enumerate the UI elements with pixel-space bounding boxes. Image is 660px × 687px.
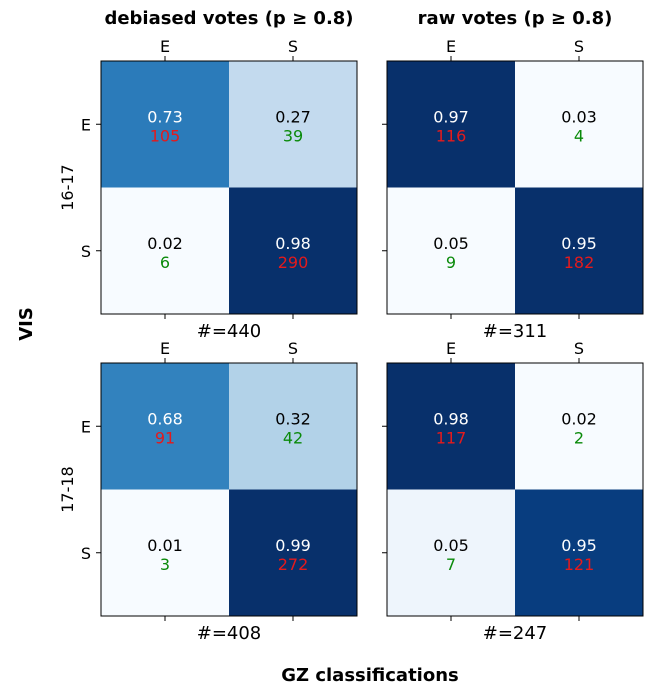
panel-1-cell-r1c2	[229, 61, 357, 188]
panel-3-total-label: #=408	[197, 623, 262, 644]
panel-3-ytick-label: E	[81, 417, 91, 436]
figure-xlabel: GZ classifications	[281, 665, 459, 686]
panel-3-cell-r2c1	[101, 489, 229, 616]
panel-2-count-label: 182	[564, 253, 595, 272]
panel-1-ytick-label: S	[81, 242, 91, 261]
panel-4-fraction-label: 0.02	[561, 409, 597, 428]
panel-2-cell-r2c2	[515, 187, 643, 314]
panel-1-fraction-label: 0.27	[275, 107, 311, 126]
panel-3-xtick-label: E	[160, 339, 170, 358]
panel-1-fraction-label: 0.98	[275, 234, 311, 253]
panel-2-count-label: 116	[436, 126, 467, 145]
panel-3-fraction-label: 0.99	[275, 536, 311, 555]
panel-3-cell-r1c2	[229, 363, 357, 490]
panel-1-title: debiased votes (p ≥ 0.8)	[104, 8, 353, 29]
panel-4-xtick-label: S	[574, 339, 584, 358]
panel-4-count-label: 2	[574, 428, 584, 447]
panel-3-count-label: 91	[155, 428, 175, 447]
panel-1-count-label: 6	[160, 253, 170, 272]
panel-1-count-label: 105	[150, 126, 181, 145]
panel-1-frame	[100, 60, 358, 315]
panel-4-fraction-label: 0.98	[433, 409, 469, 428]
figure-ylabel: VIS	[16, 307, 37, 341]
panel-3-row-label: 17-18	[58, 466, 77, 513]
panel-3-count-label: 42	[283, 428, 303, 447]
panel-2-fraction-label: 0.03	[561, 107, 597, 126]
panel-3-frame	[100, 362, 358, 617]
panel-4-xtick-label: E	[446, 339, 456, 358]
panel-2-fraction-label: 0.97	[433, 107, 469, 126]
panel-2-total-label: #=311	[483, 321, 548, 342]
panel-3-count-label: 3	[160, 555, 170, 574]
panel-4-cell-r1c2	[515, 363, 643, 490]
panel-4-cell-r2c1	[387, 489, 515, 616]
panel-1-fraction-label: 0.73	[147, 107, 183, 126]
panel-2-cell-r1c1	[387, 61, 515, 188]
panel-1-count-label: 39	[283, 126, 303, 145]
panel-4-fraction-label: 0.95	[561, 536, 597, 555]
panel-3-cell-r1c1	[101, 363, 229, 490]
panel-4-total-label: #=247	[483, 623, 548, 644]
panel-4-count-label: 7	[446, 555, 456, 574]
panel-3-fraction-label: 0.01	[147, 536, 183, 555]
panel-2-fraction-label: 0.05	[433, 234, 469, 253]
panel-2-xtick-label: S	[574, 37, 584, 56]
panel-1-total-label: #=440	[197, 321, 262, 342]
panel-4-frame	[386, 362, 644, 617]
panel-3-fraction-label: 0.32	[275, 409, 311, 428]
panel-4-count-label: 117	[436, 428, 467, 447]
panel-3-cell-r2c2	[229, 489, 357, 616]
panel-1-cell-r2c2	[229, 187, 357, 314]
panel-1-xtick-label: S	[288, 37, 298, 56]
panel-2-count-label: 4	[574, 126, 584, 145]
panel-2-cell-r2c1	[387, 187, 515, 314]
panel-3-xtick-label: S	[288, 339, 298, 358]
panel-2-count-label: 9	[446, 253, 456, 272]
panel-1-row-label: 16-17	[58, 164, 77, 211]
panel-1-ytick-label: E	[81, 115, 91, 134]
panel-2-cell-r1c2	[515, 61, 643, 188]
panel-2-frame	[386, 60, 644, 315]
panel-3-fraction-label: 0.68	[147, 409, 183, 428]
panel-3-ytick-label: S	[81, 544, 91, 563]
panel-1-count-label: 290	[278, 253, 309, 272]
panel-1-fraction-label: 0.02	[147, 234, 183, 253]
panel-2-xtick-label: E	[446, 37, 456, 56]
panel-2-title: raw votes (p ≥ 0.8)	[418, 8, 613, 29]
panel-4-cell-r1c1	[387, 363, 515, 490]
panel-1-cell-r2c1	[101, 187, 229, 314]
panel-3-count-label: 272	[278, 555, 309, 574]
panel-1-xtick-label: E	[160, 37, 170, 56]
panel-2-fraction-label: 0.95	[561, 234, 597, 253]
panel-4-count-label: 121	[564, 555, 595, 574]
panel-4-fraction-label: 0.05	[433, 536, 469, 555]
panel-1-cell-r1c1	[101, 61, 229, 188]
panel-4-cell-r2c2	[515, 489, 643, 616]
